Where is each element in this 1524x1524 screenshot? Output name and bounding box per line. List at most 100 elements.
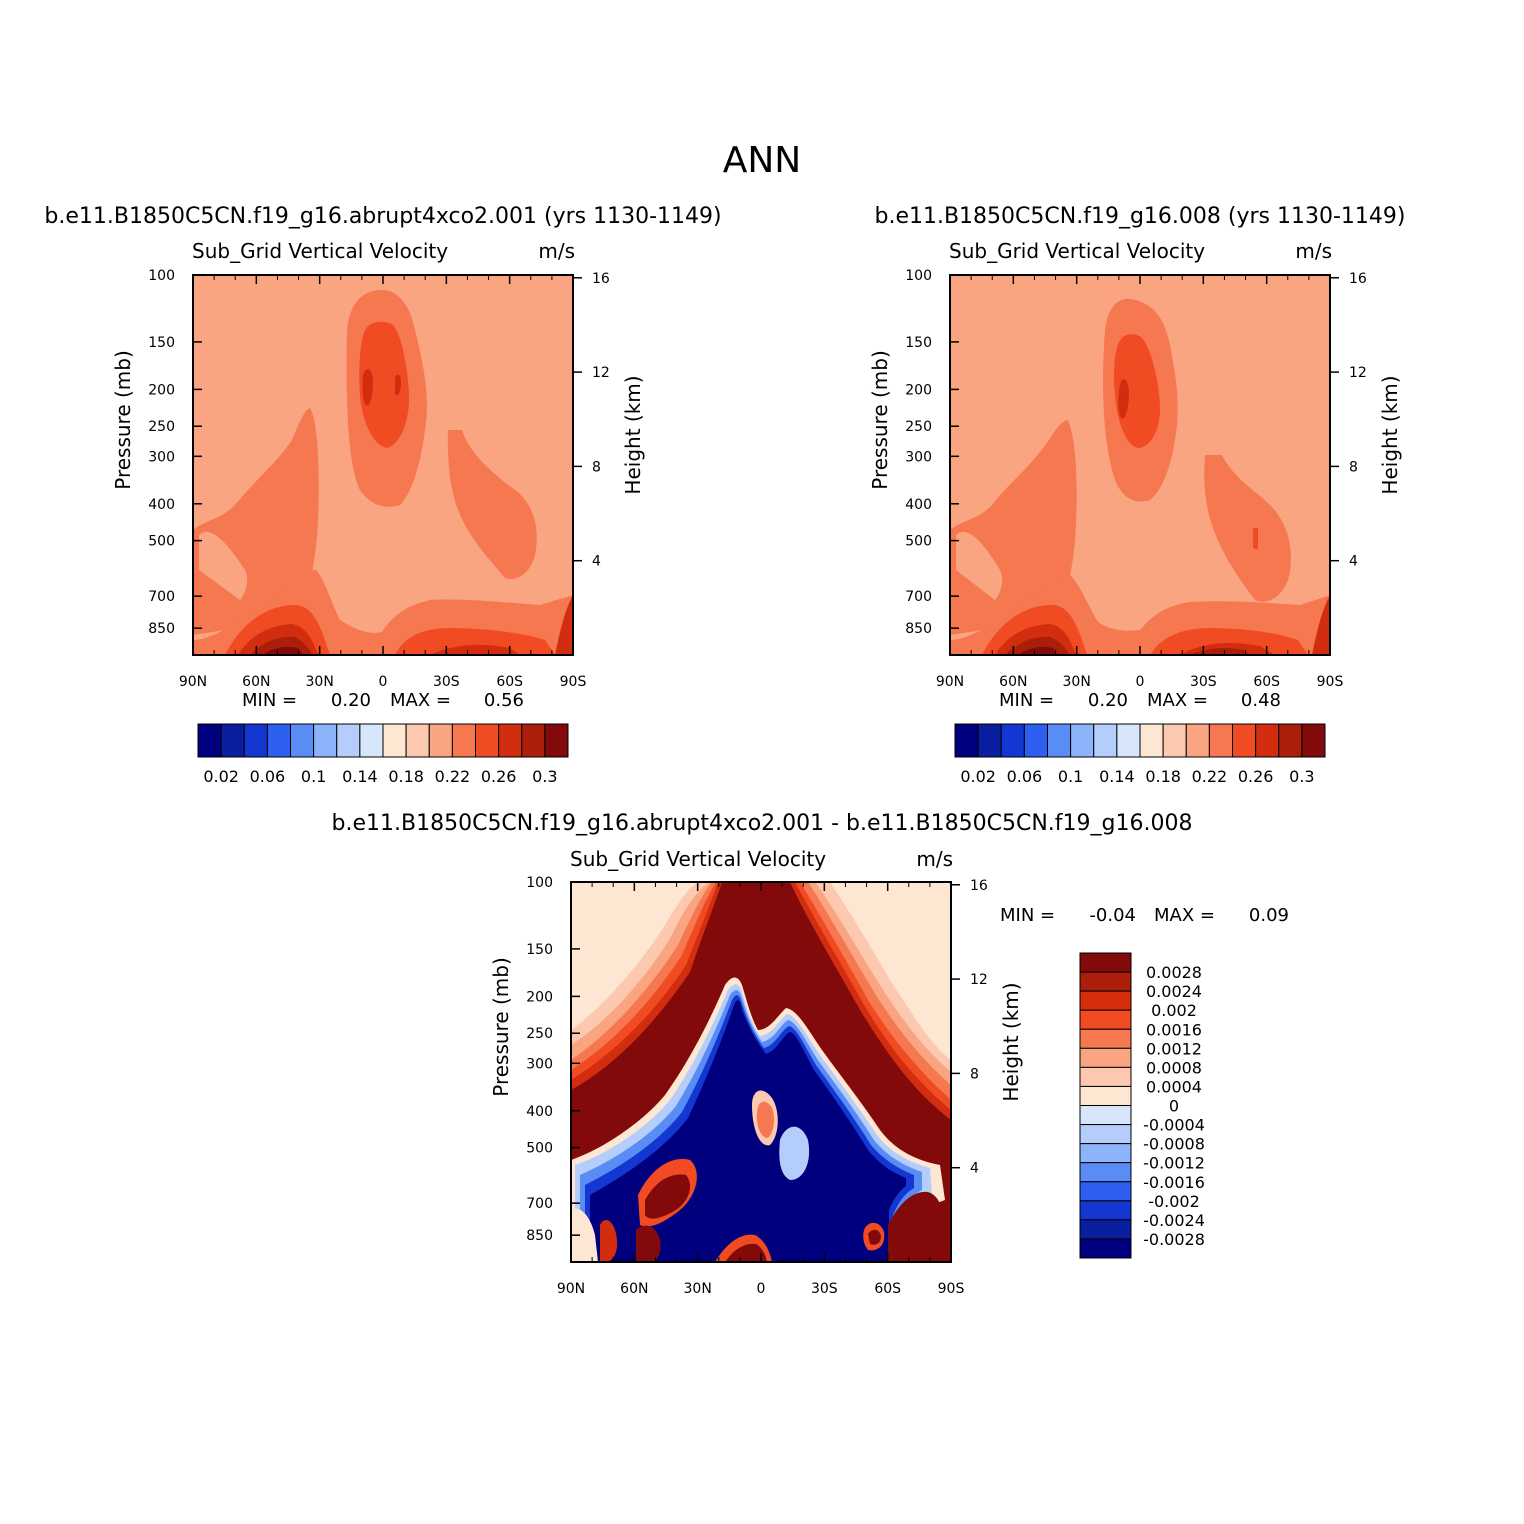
colorbar-label: 0.0016 [1146, 1020, 1202, 1039]
colorbar-label: 0.0008 [1146, 1058, 1202, 1077]
x-tick-label: 60S [496, 674, 523, 690]
min-label: MIN = [999, 690, 1054, 711]
colorbar-label: -0.002 [1148, 1192, 1200, 1211]
colorbar-box [1079, 971, 1132, 992]
colorbar-box [1079, 1105, 1132, 1126]
max-label: MAX = [390, 690, 451, 711]
colorbars: 0.02 0.06 0.1 0.14 0.18 0.22 0.26 0.3 0.02 0.06 0.… [197, 723, 1326, 1259]
colorbar-box [1070, 723, 1095, 758]
colorbar-box [1023, 723, 1048, 758]
colorbar-label: -0.0028 [1143, 1230, 1205, 1249]
units-label: m/s [1295, 239, 1332, 263]
units-label: m/s [916, 847, 953, 871]
colorbar-box [197, 723, 222, 758]
x-tick-label: 90S [560, 674, 587, 690]
y2-axis-title: Height (km) [1378, 375, 1402, 494]
colorbar-box [243, 723, 268, 758]
y2-tick-label: 8 [970, 1066, 979, 1082]
x-tick-label: 0 [379, 674, 388, 690]
contour-field [571, 882, 951, 1262]
x-tick-label: 60S [1253, 674, 1280, 690]
y-axis-title: Pressure (mb) [868, 350, 892, 490]
colorbar-label: 0.0024 [1146, 982, 1202, 1001]
y2-tick-label: 16 [970, 878, 988, 894]
y-tick-label: 700 [148, 589, 175, 605]
colorbar-label: 0.26 [1238, 767, 1274, 786]
y-tick-label: 400 [148, 497, 175, 513]
y-tick-label: 100 [526, 875, 553, 891]
y-tick-label: 300 [905, 449, 932, 465]
colorbar-box [1093, 723, 1118, 758]
colorbar-box [521, 723, 546, 758]
y-tick-label: 250 [526, 1026, 553, 1042]
colorbar-label: 0.26 [481, 767, 517, 786]
colorbar-box [359, 723, 384, 758]
y2-tick-label: 16 [592, 271, 610, 287]
colorbar-box [1079, 990, 1132, 1011]
colorbar-box [1079, 1124, 1132, 1145]
colorbar-box [405, 723, 430, 758]
panel-abrupt4xco2: b.e11.B1850C5CN.f19_g16.abrupt4xco2.001 … [44, 204, 722, 655]
y-tick-label: 300 [526, 1056, 553, 1072]
y-tick-label: 500 [905, 534, 932, 550]
colorbar-box [977, 723, 1002, 758]
colorbar-box [336, 723, 361, 758]
colorbar-box [266, 723, 291, 758]
y2-tick-label: 12 [1349, 365, 1367, 381]
colorbar-label: 0.002 [1151, 1001, 1197, 1020]
y-tick-label: 250 [148, 419, 175, 435]
y-tick-label: 850 [526, 1228, 553, 1244]
colorbar-box [1079, 1047, 1132, 1068]
y2-tick-label: 12 [592, 365, 610, 381]
x-tick-label: 90N [936, 674, 964, 690]
y-tick-label: 700 [526, 1196, 553, 1212]
colorbar-label: 0.0004 [1146, 1077, 1202, 1096]
y-axis-title: Pressure (mb) [111, 350, 135, 490]
colorbar-box [1116, 723, 1141, 758]
y2-axis-title: Height (km) [621, 375, 645, 494]
contour-field [193, 275, 573, 655]
y-tick-label: 500 [148, 534, 175, 550]
colorbar-box [1278, 723, 1303, 758]
x-tick-label: 90N [557, 1281, 585, 1297]
colorbar-box [954, 723, 979, 758]
x-tick-label: 30S [811, 1281, 838, 1297]
y-tick-label: 150 [905, 335, 932, 351]
units-label: m/s [538, 239, 575, 263]
colorbar-box [1079, 1066, 1132, 1087]
min-value: 0.20 [331, 690, 371, 711]
y2-tick-label: 8 [1349, 459, 1358, 475]
min-label: MIN = [1000, 905, 1055, 926]
colorbar-box [1232, 723, 1257, 758]
y-tick-label: 850 [148, 621, 175, 637]
colorbar-label: -0.0008 [1143, 1135, 1205, 1154]
colorbar-box [290, 723, 315, 758]
axes-panel-1: 90N 60N 30N 0 30S 60S 90S 100 150 200 250 300 400 500… [111, 268, 645, 690]
panel-difference: b.e11.B1850C5CN.f19_g16.abrupt4xco2.001 … [332, 811, 1289, 1262]
min-label: MIN = [242, 690, 297, 711]
variable-label: Sub_Grid Vertical Velocity [949, 239, 1205, 263]
y-tick-label: 500 [526, 1141, 553, 1157]
y2-tick-label: 16 [1349, 271, 1367, 287]
contour-field [950, 275, 1330, 655]
colorbar-box [1079, 1143, 1132, 1164]
x-tick-label: 60N [620, 1281, 648, 1297]
variable-label: Sub_Grid Vertical Velocity [570, 847, 826, 871]
colorbar-box [1079, 1009, 1132, 1030]
y-tick-label: 200 [148, 382, 175, 398]
y-tick-label: 700 [905, 589, 932, 605]
colorbar-label: 0.06 [250, 767, 286, 786]
panel-control: b.e11.B1850C5CN.f19_g16.008 (yrs 1130-11… [874, 204, 1406, 655]
y-axis-title: Pressure (mb) [489, 957, 513, 1097]
panel-title: b.e11.B1850C5CN.f19_g16.abrupt4xco2.001 … [44, 204, 721, 229]
variable-label: Sub_Grid Vertical Velocity [192, 239, 448, 263]
colorbar-1: 0.02 0.06 0.1 0.14 0.18 0.22 0.26 0.3 [197, 723, 569, 786]
x-tick-label: 60N [999, 674, 1027, 690]
colorbar-box [544, 723, 569, 758]
x-tick-label: 30N [1063, 674, 1091, 690]
colorbar-box [1185, 723, 1210, 758]
colorbar-box [1079, 1085, 1132, 1106]
x-tick-label: 60N [242, 674, 270, 690]
y-tick-label: 200 [905, 382, 932, 398]
x-tick-label: 30N [684, 1281, 712, 1297]
